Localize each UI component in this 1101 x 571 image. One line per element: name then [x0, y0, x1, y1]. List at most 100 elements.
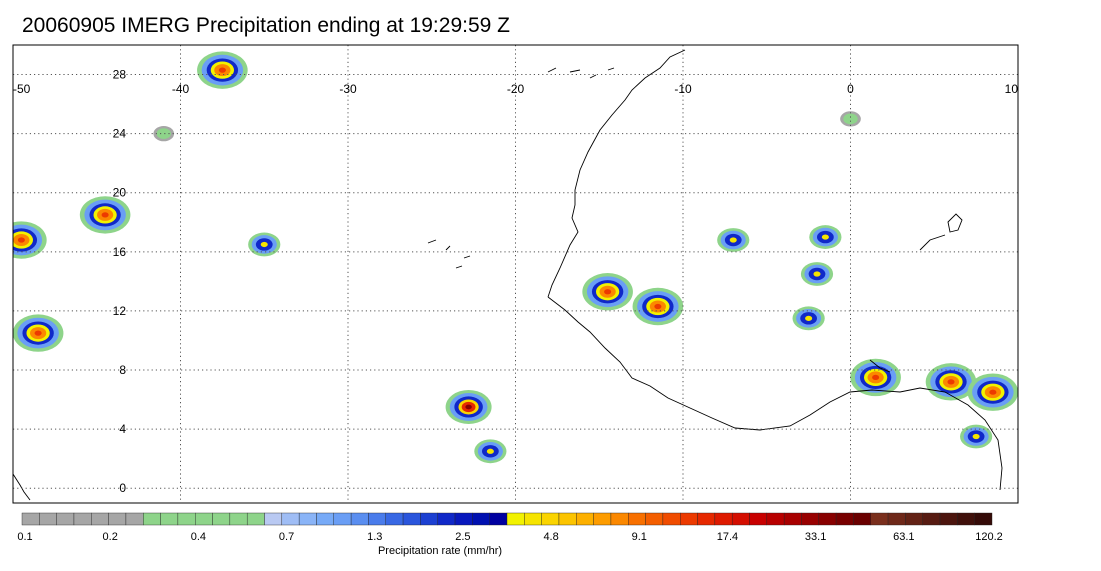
precipitation-cell: [248, 232, 281, 257]
cape-verde-islands: [427, 239, 471, 269]
canary-islands: [547, 67, 615, 79]
precipitation-cell: [13, 221, 47, 259]
longitude-tick-labels: -50 -40 -30 -20 -10 0 10: [13, 82, 1018, 96]
colorbar-swatch: [316, 512, 334, 526]
colorbar-swatch: [385, 512, 404, 526]
colorbar-swatch: [264, 512, 283, 526]
colorbar-tick-label: 0.4: [191, 531, 206, 543]
precipitation-contour: [805, 315, 813, 321]
colorbar-swatch: [974, 512, 993, 526]
colorbar-swatch: [333, 512, 352, 526]
colorbar-swatch: [420, 512, 438, 526]
colorbar-swatch: [835, 512, 854, 526]
precipitation-cell: [840, 111, 861, 127]
longitude-label: 10: [1005, 82, 1019, 96]
latitude-label: 20: [113, 186, 127, 200]
colorbar-tick-label: 2.5: [455, 531, 470, 543]
colorbar-swatch: [680, 512, 698, 526]
colorbar-tick-label: 1.3: [367, 531, 382, 543]
colorbar-swatch: [246, 512, 265, 526]
precipitation-contour: [989, 389, 997, 395]
precipitation-contour: [218, 67, 226, 73]
precipitation-cell: [967, 373, 1018, 411]
longitude-label: -40: [172, 82, 190, 96]
precipitation-cell: [582, 273, 633, 311]
colorbar-swatches: [21, 512, 993, 526]
colorbar-swatch: [506, 512, 525, 526]
precipitation-cell: [960, 424, 993, 449]
colorbar-swatch: [593, 512, 612, 526]
colorbar-swatch: [229, 512, 248, 526]
colorbar-swatch: [766, 512, 785, 526]
precipitation-cell: [79, 196, 131, 234]
colorbar-swatch: [801, 512, 819, 526]
colorbar-swatch: [576, 512, 594, 526]
colorbar-swatch: [350, 512, 369, 526]
longitude-label: -20: [507, 82, 525, 96]
colorbar-swatch: [298, 512, 317, 526]
precipitation-cell: [474, 439, 507, 464]
map-title: 20060905 IMERG Precipitation ending at 1…: [22, 14, 510, 37]
colorbar-tick-label: 9.1: [632, 531, 647, 543]
precipitation-cell: [809, 225, 842, 249]
africa-inland-water: [919, 234, 946, 251]
longitude-label: -10: [674, 82, 692, 96]
gulf-of-guinea-coastline: [547, 296, 1003, 491]
precipitation-cell: [13, 314, 64, 352]
colorbar-swatch: [749, 512, 768, 526]
precipitation-contour: [813, 271, 821, 277]
colorbar-swatch: [628, 512, 646, 526]
precipitation-contour: [156, 128, 171, 140]
colorbar-swatch: [731, 512, 750, 526]
colorbar: 0.1 0.2 0.4 0.7 1.3 2.5 4.8 9.1 17.4 33.1 63.1 120.…: [17, 512, 1003, 557]
precipitation-layer: [13, 51, 1018, 464]
latitude-label: 16: [113, 245, 127, 259]
colorbar-swatch: [160, 512, 179, 526]
precipitation-contour: [604, 289, 612, 295]
colorbar-swatch: [195, 512, 213, 526]
precipitation-contour: [972, 433, 980, 440]
latitude-label: 4: [119, 422, 126, 436]
precipitation-contour: [872, 374, 880, 381]
precipitation-contour: [34, 330, 42, 336]
precipitation-contour: [101, 212, 109, 218]
precipitation-cell: [717, 228, 750, 252]
precipitation-contour: [465, 404, 472, 410]
precipitation-contour: [17, 237, 25, 243]
colorbar-tick-label: 0.2: [103, 531, 118, 543]
colorbar-swatch: [783, 512, 802, 526]
africa-coastline: [547, 49, 686, 298]
longitude-label: 0: [847, 82, 854, 96]
precipitation-contour: [260, 241, 268, 248]
latitude-tick-labels: 28 24 20 16 12 8 4 0: [113, 68, 127, 496]
precipitation-cell: [445, 389, 492, 424]
colorbar-swatch: [541, 512, 560, 526]
precipitation-contour: [821, 234, 829, 240]
colorbar-swatch: [610, 512, 629, 526]
precipitation-cell: [800, 262, 834, 286]
precipitation-cell: [632, 287, 684, 326]
colorbar-swatch: [368, 512, 386, 526]
colorbar-tick-label: 17.4: [717, 531, 738, 543]
precipitation-contour: [843, 113, 858, 125]
colorbar-swatch: [73, 512, 92, 526]
graticule: [13, 45, 1018, 503]
colorbar-swatch: [472, 512, 490, 526]
precipitation-contour: [947, 379, 955, 385]
colorbar-swatch: [818, 512, 837, 526]
colorbar-swatch: [524, 512, 542, 526]
river-niger: [869, 359, 891, 373]
colorbar-tick-label: 33.1: [805, 531, 826, 543]
precipitation-cell: [197, 51, 248, 89]
precipitation-contour: [729, 237, 737, 243]
colorbar-swatch: [489, 512, 508, 526]
colorbar-swatch: [402, 512, 421, 526]
latitude-label: 24: [113, 127, 127, 141]
colorbar-tick-label: 0.1: [17, 531, 32, 543]
colorbar-swatch: [714, 512, 733, 526]
colorbar-swatch: [125, 512, 144, 526]
colorbar-labels: 0.1 0.2 0.4 0.7 1.3 2.5 4.8 9.1 17.4 33.1 63.1 120.…: [17, 531, 1002, 543]
colorbar-tick-label: 120.2: [975, 531, 1003, 543]
precipitation-cell: [153, 125, 175, 142]
longitude-label: -30: [339, 82, 357, 96]
